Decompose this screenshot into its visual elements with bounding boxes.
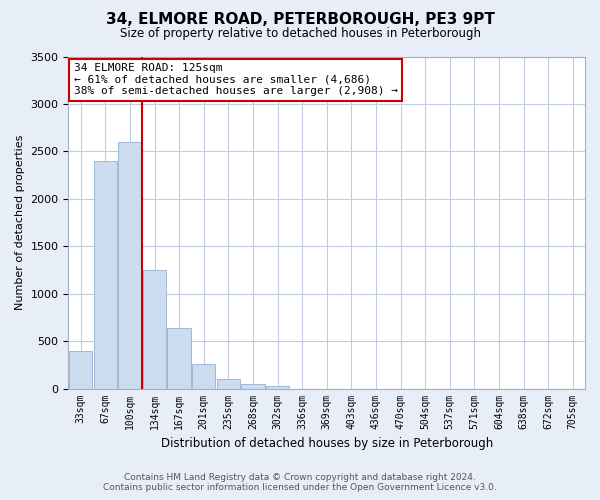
Bar xyxy=(143,270,166,388)
Bar xyxy=(167,328,191,388)
Bar xyxy=(266,386,289,388)
Text: 34 ELMORE ROAD: 125sqm
← 61% of detached houses are smaller (4,686)
38% of semi-: 34 ELMORE ROAD: 125sqm ← 61% of detached… xyxy=(74,63,398,96)
Bar xyxy=(69,350,92,389)
Bar xyxy=(94,161,117,388)
Text: Size of property relative to detached houses in Peterborough: Size of property relative to detached ho… xyxy=(119,28,481,40)
Y-axis label: Number of detached properties: Number of detached properties xyxy=(15,135,25,310)
Bar xyxy=(118,142,142,388)
Bar xyxy=(192,364,215,388)
Bar xyxy=(217,379,240,388)
Text: 34, ELMORE ROAD, PETERBOROUGH, PE3 9PT: 34, ELMORE ROAD, PETERBOROUGH, PE3 9PT xyxy=(106,12,494,28)
Bar xyxy=(241,384,265,388)
Text: Contains HM Land Registry data © Crown copyright and database right 2024.
Contai: Contains HM Land Registry data © Crown c… xyxy=(103,473,497,492)
X-axis label: Distribution of detached houses by size in Peterborough: Distribution of detached houses by size … xyxy=(161,437,493,450)
